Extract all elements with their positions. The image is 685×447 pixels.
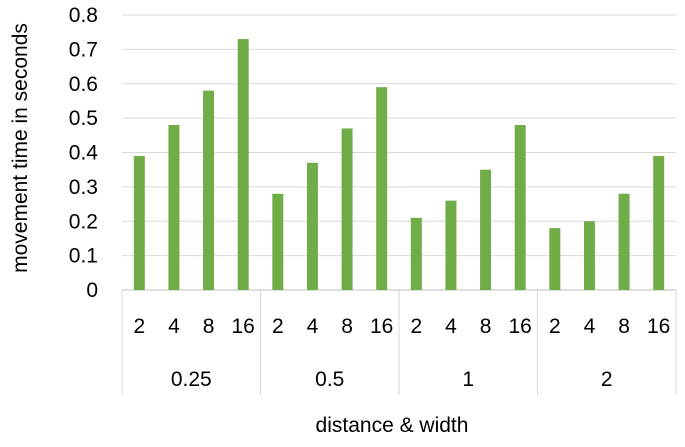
x-subcategory-label: 16 <box>232 315 255 338</box>
x-subcategory-label: 8 <box>341 315 353 338</box>
x-subcategory-label: 2 <box>410 315 422 338</box>
bar <box>514 125 526 290</box>
x-subcategory-label: 16 <box>509 315 532 338</box>
x-subcategory-label: 4 <box>584 315 596 338</box>
y-tick-label: 0.3 <box>69 176 98 199</box>
gridlines <box>121 14 677 395</box>
x-subcategory-label: 16 <box>647 315 670 338</box>
x-group-label: 2 <box>601 368 613 391</box>
bar <box>480 169 492 290</box>
y-axis-title: movement time in seconds <box>9 23 32 273</box>
bar <box>618 193 630 290</box>
x-subcategory-label: 8 <box>480 315 492 338</box>
bar <box>203 90 215 290</box>
x-subcategory-label: 2 <box>133 315 145 338</box>
bar <box>341 128 353 290</box>
y-tick-label: 0.7 <box>69 38 98 61</box>
x-axis-title: distance & width <box>316 414 469 437</box>
x-subcategory-label: 2 <box>272 315 284 338</box>
x-subcategory-label: 8 <box>618 315 630 338</box>
x-subcategory-label: 8 <box>203 315 215 338</box>
bar <box>272 193 284 290</box>
bars <box>133 39 665 290</box>
bar <box>445 200 457 290</box>
x-subcategory-label: 16 <box>370 315 393 338</box>
y-tick-label: 0.6 <box>69 73 98 96</box>
y-tick-label: 0.2 <box>69 210 98 233</box>
x-group-label: 1 <box>462 368 474 391</box>
y-tick-label: 0.4 <box>69 142 99 165</box>
x-subcategory-label: 4 <box>445 315 457 338</box>
bar <box>583 221 595 290</box>
y-axis-tick-labels: 0 0.1 0.2 0.3 0.4 0.5 0.6 0.7 0.8 <box>69 4 99 302</box>
bar <box>237 39 249 290</box>
x-group-label: 0.25 <box>171 368 212 391</box>
y-tick-label: 0.1 <box>69 245 98 268</box>
bar <box>410 217 422 290</box>
y-tick-label: 0 <box>86 279 98 302</box>
bar <box>133 155 145 290</box>
bar <box>549 228 561 290</box>
bar <box>306 162 318 290</box>
bar <box>168 125 180 290</box>
x-subcategory-label: 2 <box>549 315 561 338</box>
bar <box>653 155 665 290</box>
bar <box>376 87 388 290</box>
x-subcategory-label: 4 <box>307 315 319 338</box>
y-tick-label: 0.5 <box>69 107 98 130</box>
x-subcategory-label: 4 <box>168 315 180 338</box>
y-tick-label: 0.8 <box>69 4 98 27</box>
x-group-label: 0.5 <box>315 368 344 391</box>
